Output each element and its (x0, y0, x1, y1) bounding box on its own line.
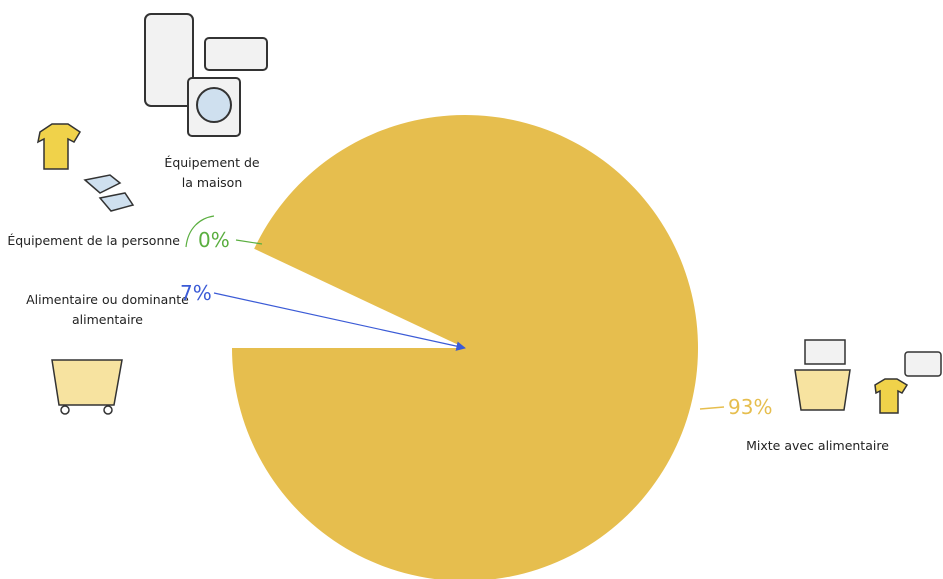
pie-slice (232, 248, 465, 348)
leader-line (235, 239, 263, 245)
icon-clothes (36, 123, 135, 212)
value-label: 0% (198, 228, 230, 252)
leader-line (213, 292, 466, 351)
icon-appliances (144, 13, 268, 137)
icon-mixed (794, 339, 942, 414)
icon-cart (51, 359, 123, 415)
category-label: Équipement de la personne (7, 233, 180, 248)
value-label: 7% (180, 281, 212, 305)
leader-line (699, 406, 725, 410)
value-label: 93% (728, 395, 773, 419)
leader-line (185, 215, 215, 248)
category-label: Alimentaire ou dominante alimentaire (26, 292, 189, 327)
category-label: Équipement de la maison (164, 155, 260, 190)
category-label: Mixte avec alimentaire (746, 438, 889, 453)
